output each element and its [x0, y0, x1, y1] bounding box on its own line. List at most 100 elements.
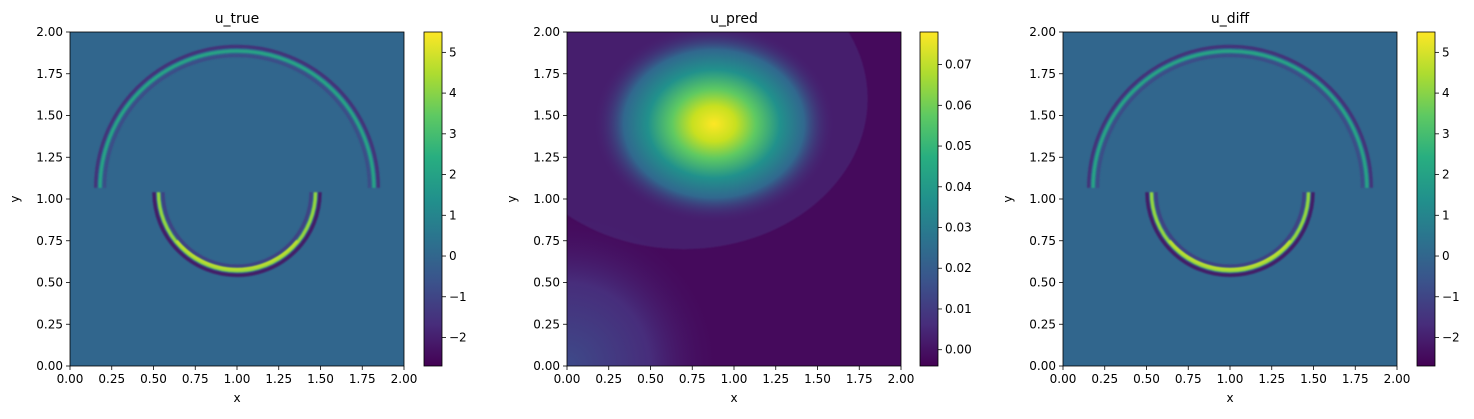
x-tick-label: 1.00 — [224, 372, 251, 386]
colorbar-tick-label: −1 — [449, 290, 467, 304]
colorbar-tick-label: 3 — [1442, 127, 1450, 141]
colorbar-gradient — [1416, 31, 1436, 367]
x-tick-label: 0.50 — [1133, 372, 1160, 386]
colorbar-tick-label: 0.05 — [945, 139, 972, 153]
y-tick-label: 2.00 — [36, 25, 63, 39]
heatmap-field — [567, 32, 901, 366]
y-tick-label: 0.00 — [1029, 359, 1056, 373]
x-tick-label: 1.25 — [762, 372, 789, 386]
colorbar-tick-label: 4 — [1442, 86, 1450, 100]
colorbar-tick-label: 4 — [449, 86, 457, 100]
y-tick-label: 0.25 — [533, 317, 560, 331]
chart-title: u_pred — [710, 11, 758, 27]
y-tick-label: 1.00 — [1029, 192, 1056, 206]
y-tick-label: 0.00 — [36, 359, 63, 373]
y-tick-label: 1.25 — [533, 150, 560, 164]
wave-crest-peak — [175, 239, 299, 271]
colorbar-tick-label: 0 — [1442, 249, 1450, 263]
x-tick-label: 0.25 — [98, 372, 125, 386]
y-tick-label: 0.00 — [533, 359, 560, 373]
chart-panel-u-pred: 0.00 0.25 0.50 0.75 1.00 1.25 1.50 1.75 2.00 0.00… — [505, 11, 972, 405]
x-tick-label: 1.75 — [349, 372, 376, 386]
wave-trough-arc — [1087, 44, 1373, 188]
colorbar-gradient — [423, 31, 443, 367]
heatmap-field — [70, 32, 404, 366]
colorbar-tick-label: 5 — [449, 45, 457, 59]
prediction-peak — [567, 32, 901, 366]
y-tick-label: 1.75 — [533, 67, 560, 81]
colorbar-tick-label: 0.03 — [945, 221, 972, 235]
wave-trough-arc — [152, 192, 322, 277]
colorbar-tick-label: 0.01 — [945, 302, 972, 316]
x-tick-label: 1.25 — [265, 372, 292, 386]
wave-trough-arc — [1096, 54, 1364, 189]
colorbar: −2 −1 0 1 2 3 4 5 — [1416, 31, 1460, 367]
colorbar-tick-label: 0.07 — [945, 58, 972, 72]
y-tick-label: 1.00 — [36, 192, 63, 206]
wave-crest-arc — [98, 49, 376, 188]
wave-crest-arc — [1149, 192, 1311, 273]
x-tick-label: 0.00 — [554, 372, 581, 386]
heatmap-background — [70, 32, 404, 366]
wave-trough-arc — [94, 44, 380, 188]
colorbar-tick-label: 0.06 — [945, 98, 972, 112]
y-tick-label: 1.75 — [1029, 67, 1056, 81]
chart-title: u_true — [215, 11, 260, 27]
colorbar-tick-label: 3 — [449, 127, 457, 141]
wave-trough-arc — [1145, 192, 1315, 277]
x-tick-label: 0.50 — [140, 372, 167, 386]
wave-trough-arc — [103, 54, 371, 189]
x-tick-label: 1.75 — [846, 372, 873, 386]
y-tick-label: 1.50 — [1029, 109, 1056, 123]
x-axis-label: x — [730, 391, 737, 405]
y-tick-label: 0.50 — [533, 276, 560, 290]
colorbar-tick-label: −2 — [1442, 330, 1460, 344]
y-axis-label: y — [1001, 195, 1015, 202]
colorbar-gradient — [919, 31, 939, 367]
y-tick-label: 0.50 — [1029, 276, 1056, 290]
x-tick-label: 0.50 — [637, 372, 664, 386]
chart-panel-u-diff: 0.00 0.25 0.50 0.75 1.00 1.25 1.50 1.75 2.00 0.00… — [1001, 11, 1460, 405]
colorbar-tick-label: 0.02 — [945, 261, 972, 275]
x-tick-label: 0.75 — [1175, 372, 1202, 386]
y-tick-label: 1.25 — [1029, 150, 1056, 164]
wave-crest-peak — [1168, 239, 1292, 271]
heatmap-background — [1063, 32, 1397, 366]
colorbar: −2 −1 0 1 2 3 4 5 — [423, 31, 467, 367]
x-tick-label: 1.25 — [1258, 372, 1285, 386]
y-tick-label: 1.50 — [533, 109, 560, 123]
y-tick-label: 2.00 — [533, 25, 560, 39]
y-tick-label: 0.75 — [1029, 234, 1056, 248]
x-tick-label: 0.00 — [57, 372, 84, 386]
y-tick-label: 2.00 — [1029, 25, 1056, 39]
x-tick-label: 1.50 — [1300, 372, 1327, 386]
colorbar-tick-label: −1 — [1442, 290, 1460, 304]
wave-crest-arc — [1091, 49, 1369, 188]
x-axis-label: x — [1226, 391, 1233, 405]
y-tick-label: 0.25 — [36, 317, 63, 331]
x-tick-label: 1.50 — [307, 372, 334, 386]
wave-trough-arc — [161, 192, 313, 268]
colorbar-tick-label: 0.00 — [945, 343, 972, 357]
x-tick-label: 1.50 — [804, 372, 831, 386]
y-tick-label: 0.50 — [36, 276, 63, 290]
colorbar-tick-label: 1 — [1442, 208, 1450, 222]
y-tick-label: 1.50 — [36, 109, 63, 123]
y-tick-label: 1.25 — [36, 150, 63, 164]
colorbar: 0.00 0.01 0.02 0.03 0.04 0.05 0.06 0.07 — [919, 31, 972, 367]
chart-panel-u-true: 0.00 0.25 0.50 0.75 1.00 1.25 1.50 1.75 2.00 0.00… — [8, 11, 467, 405]
x-tick-label: 0.25 — [1091, 372, 1118, 386]
wave-crest-arc — [156, 192, 318, 273]
x-tick-label: 0.75 — [679, 372, 706, 386]
x-tick-label: 0.00 — [1050, 372, 1077, 386]
y-tick-label: 1.75 — [36, 67, 63, 81]
y-axis-label: y — [8, 195, 22, 202]
heatmap-field — [1063, 32, 1397, 366]
y-tick-label: 0.25 — [1029, 317, 1056, 331]
colorbar-tick-label: 0 — [449, 249, 457, 263]
x-tick-label: 1.75 — [1342, 372, 1369, 386]
wave-trough-arc — [1154, 192, 1306, 268]
y-tick-label: 0.75 — [36, 234, 63, 248]
colorbar-tick-label: 5 — [1442, 45, 1450, 59]
